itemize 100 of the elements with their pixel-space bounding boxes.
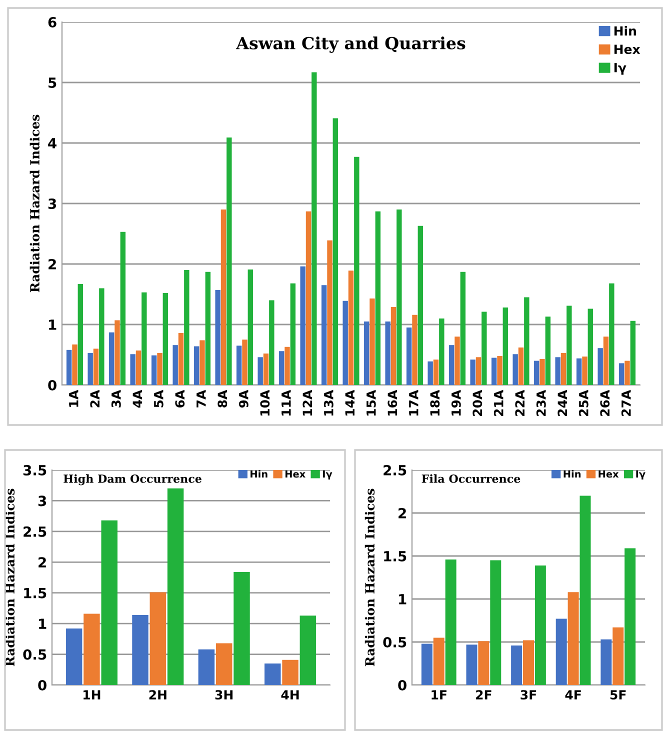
legend-label: Hin	[614, 26, 636, 36]
bar	[226, 138, 232, 385]
bar	[332, 118, 338, 385]
bar	[609, 283, 614, 385]
bar	[290, 283, 296, 385]
bar	[556, 618, 567, 685]
legend-label: Hin	[564, 470, 581, 478]
bar	[580, 496, 591, 685]
bar	[540, 358, 545, 385]
y-tick-label: 3	[38, 496, 46, 506]
bar	[342, 300, 348, 385]
bar	[406, 328, 412, 385]
x-tick-label: 19A	[451, 390, 461, 416]
bar	[588, 308, 594, 385]
y-tick-label: 3	[48, 198, 56, 209]
x-tick-label: 1H	[84, 690, 100, 700]
bar	[390, 306, 396, 385]
bar	[130, 354, 136, 385]
y-tick-label: 2	[48, 258, 56, 270]
bar	[194, 346, 200, 385]
bar	[502, 308, 508, 385]
x-tick-label: 2A	[90, 390, 100, 408]
y-tick-label: 1	[49, 320, 56, 330]
bar	[385, 321, 390, 385]
bar	[421, 644, 432, 685]
y-tick-label: 0.5	[383, 636, 406, 648]
bar	[120, 232, 126, 385]
bar	[78, 284, 84, 385]
y-tick-label: 0	[48, 380, 56, 390]
x-tick-label: 14A	[345, 390, 354, 416]
x-tick-label: 9A	[238, 390, 248, 408]
bar	[327, 240, 332, 385]
bar	[624, 548, 636, 685]
legend-label: Iγ	[636, 470, 646, 480]
bar	[612, 627, 624, 685]
chart-title: Fila Occurrence	[422, 474, 520, 483]
bar	[178, 332, 184, 385]
bar	[66, 628, 82, 685]
text: Aswan City and Quarries	[236, 36, 466, 53]
bar	[370, 298, 375, 385]
bar	[215, 290, 220, 385]
bar	[555, 357, 560, 385]
x-tick-label: 23A	[536, 390, 546, 416]
y-tick-label: 0.5	[23, 649, 46, 660]
bar	[321, 285, 327, 385]
bar	[278, 351, 284, 385]
bar	[306, 211, 312, 385]
legend-label: Hex	[598, 470, 619, 478]
x-tick-label: 3A	[111, 390, 121, 408]
bar	[66, 350, 72, 385]
bar	[108, 332, 114, 385]
bar	[142, 292, 147, 385]
legend-label: Hin	[250, 470, 268, 478]
bar	[300, 616, 316, 685]
bar	[234, 572, 250, 685]
bar	[172, 345, 178, 385]
bar	[282, 660, 298, 685]
bar	[248, 269, 254, 385]
bar	[534, 565, 546, 685]
x-tick-label: 7A	[196, 390, 206, 408]
legend-label: Hex	[614, 44, 640, 54]
x-tick-label: 4H	[281, 690, 299, 700]
bar	[523, 640, 534, 685]
legend-label: Iγ	[614, 63, 626, 75]
x-tick-label: 27A	[621, 390, 631, 416]
bar	[348, 270, 354, 385]
bar	[84, 614, 100, 685]
bar	[582, 356, 588, 385]
bar	[482, 312, 487, 385]
bar	[600, 639, 612, 685]
x-tick-label: 13A	[324, 390, 334, 416]
bar	[624, 360, 630, 385]
bar	[497, 356, 502, 385]
y-tick-label: 6	[48, 16, 56, 28]
bar	[511, 645, 522, 685]
bar	[375, 211, 381, 385]
bar	[534, 360, 540, 385]
bar	[466, 644, 478, 685]
bar	[630, 320, 636, 385]
bar	[364, 321, 370, 385]
bar	[491, 358, 497, 385]
x-tick-label: 25A	[578, 390, 588, 416]
x-tick-label: 4F	[565, 690, 581, 700]
bar	[418, 226, 424, 385]
bar	[258, 357, 263, 385]
bar	[598, 348, 603, 385]
bar	[476, 357, 482, 385]
bar	[428, 361, 433, 385]
bar	[460, 272, 466, 385]
y-axis-title: Radiation Hazard Indices	[4, 488, 15, 666]
bar	[88, 352, 93, 385]
x-tick-label: 12A	[302, 390, 312, 416]
bar	[264, 664, 281, 685]
y-tick-label: 1	[399, 594, 406, 604]
x-tick-label: 20A	[472, 390, 482, 416]
bar	[300, 266, 306, 385]
bar	[132, 614, 148, 685]
y-axis-title: Radiation Hazard Indices	[30, 114, 40, 292]
bar	[101, 520, 118, 685]
y-tick-label: 2.5	[24, 526, 46, 537]
